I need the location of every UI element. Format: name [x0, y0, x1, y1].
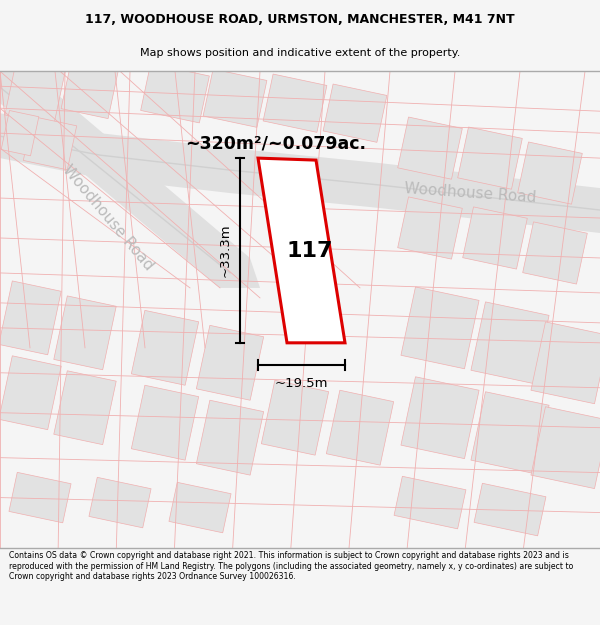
Text: ~320m²/~0.079ac.: ~320m²/~0.079ac. — [185, 134, 366, 152]
Polygon shape — [398, 117, 463, 179]
Polygon shape — [140, 64, 209, 123]
Polygon shape — [471, 392, 549, 474]
Text: ~33.3m: ~33.3m — [219, 224, 232, 278]
Polygon shape — [458, 127, 523, 189]
Polygon shape — [5, 61, 65, 125]
Polygon shape — [169, 482, 231, 532]
Polygon shape — [89, 478, 151, 528]
Polygon shape — [196, 400, 263, 475]
Polygon shape — [531, 407, 600, 489]
Polygon shape — [9, 472, 71, 523]
Polygon shape — [54, 296, 116, 370]
Polygon shape — [263, 74, 327, 132]
Polygon shape — [23, 116, 77, 170]
Text: Woodhouse Road: Woodhouse Road — [404, 181, 536, 205]
Polygon shape — [531, 322, 600, 404]
Polygon shape — [463, 207, 527, 269]
Polygon shape — [203, 69, 267, 128]
Polygon shape — [1, 111, 39, 156]
Polygon shape — [0, 71, 260, 288]
Polygon shape — [0, 356, 61, 429]
Polygon shape — [523, 222, 587, 284]
Polygon shape — [518, 142, 583, 204]
Polygon shape — [471, 302, 549, 384]
Polygon shape — [196, 326, 263, 400]
Polygon shape — [323, 84, 387, 142]
Text: Woodhouse Road: Woodhouse Road — [60, 162, 156, 274]
Polygon shape — [258, 158, 345, 343]
Polygon shape — [401, 377, 479, 459]
Text: ~19.5m: ~19.5m — [275, 377, 328, 390]
Polygon shape — [394, 476, 466, 529]
Polygon shape — [398, 197, 463, 259]
Polygon shape — [61, 58, 119, 119]
Polygon shape — [474, 483, 546, 536]
Polygon shape — [131, 311, 199, 385]
Polygon shape — [54, 371, 116, 444]
Polygon shape — [0, 113, 600, 233]
Text: Contains OS data © Crown copyright and database right 2021. This information is : Contains OS data © Crown copyright and d… — [9, 551, 573, 581]
Polygon shape — [0, 281, 61, 355]
Polygon shape — [326, 390, 394, 465]
Polygon shape — [131, 385, 199, 460]
Text: Map shows position and indicative extent of the property.: Map shows position and indicative extent… — [140, 48, 460, 58]
Text: 117, WOODHOUSE ROAD, URMSTON, MANCHESTER, M41 7NT: 117, WOODHOUSE ROAD, URMSTON, MANCHESTER… — [85, 14, 515, 26]
Polygon shape — [262, 380, 329, 455]
Polygon shape — [401, 287, 479, 369]
Text: 117: 117 — [286, 241, 333, 261]
